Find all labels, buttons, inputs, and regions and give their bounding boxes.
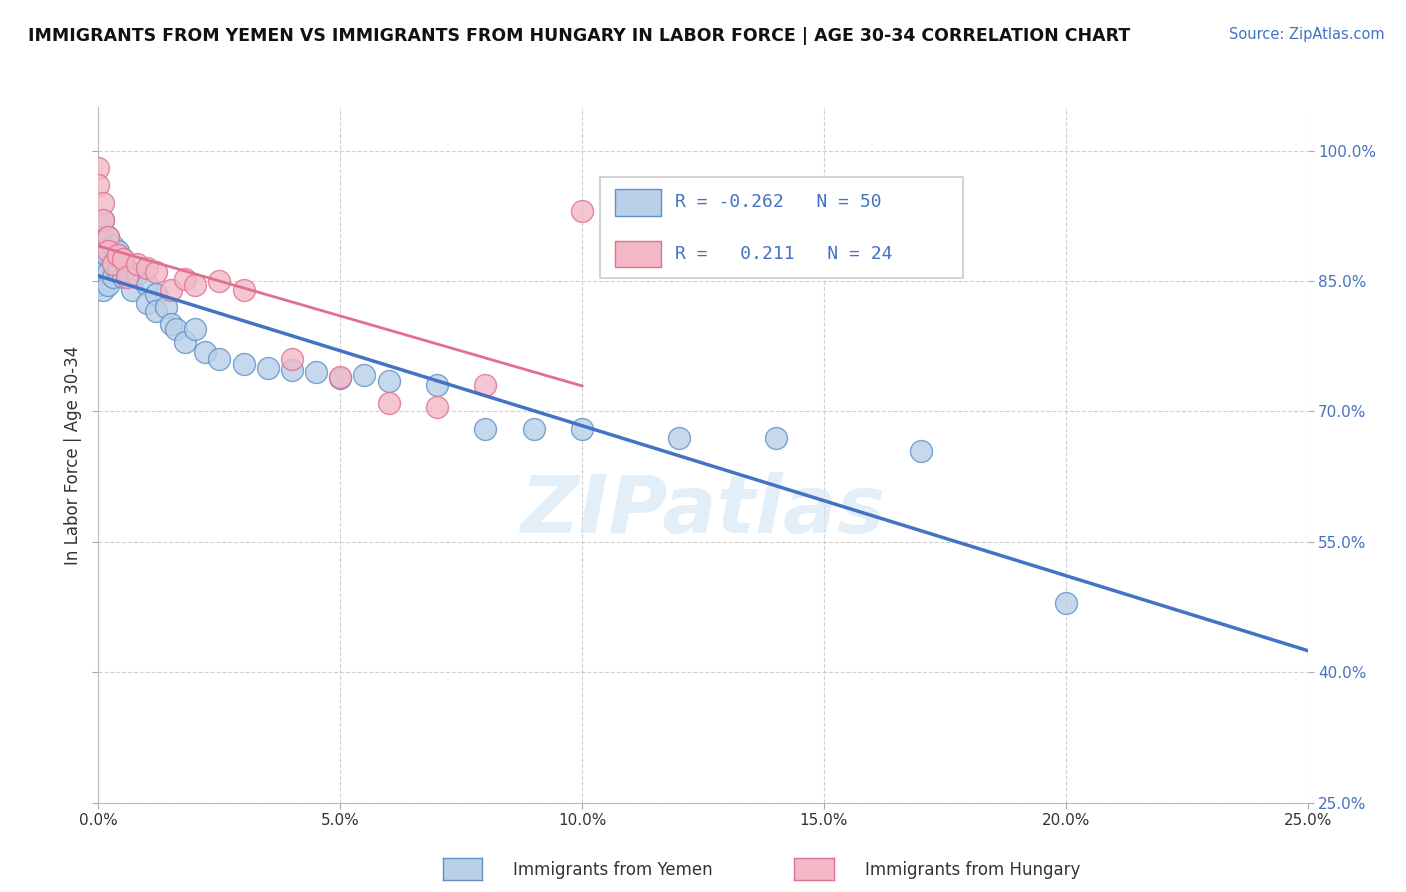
Text: Immigrants from Yemen: Immigrants from Yemen [492,861,713,879]
Point [101,269,124,284]
Point [101,239,124,253]
Point [101,257,124,271]
Point [160,283,183,297]
Point [232,283,254,297]
Point [91,213,114,227]
Point [910,443,932,458]
Point [87,257,110,271]
Point [87,235,110,249]
Point [1054,596,1077,610]
Point [91,230,114,244]
Point [111,269,134,284]
Point [426,400,449,414]
Point [97,250,120,264]
Text: R = -0.262   N = 50: R = -0.262 N = 50 [675,194,882,211]
Point [101,255,124,269]
Point [474,378,496,392]
Text: IMMIGRANTS FROM YEMEN VS IMMIGRANTS FROM HUNGARY IN LABOR FORCE | AGE 30-34 CORR: IMMIGRANTS FROM YEMEN VS IMMIGRANTS FROM… [28,27,1130,45]
Point [111,252,134,267]
Point [127,267,149,281]
Text: ZIPatlas: ZIPatlas [520,472,886,549]
Point [329,369,352,384]
Point [145,304,167,318]
Point [91,213,114,227]
Point [571,422,593,436]
Point [571,204,593,219]
Point [97,265,120,279]
Bar [614,241,661,267]
Point [127,257,149,271]
Point [353,368,375,382]
Point [145,265,167,279]
FancyBboxPatch shape [600,177,963,277]
Point [91,283,114,297]
Point [87,278,110,293]
Point [135,260,157,275]
Point [97,230,120,244]
Point [107,244,129,258]
Point [377,374,399,388]
Point [377,396,399,410]
Point [184,322,207,336]
Bar [614,189,661,216]
Point [135,295,157,310]
Point [87,161,110,175]
Text: R =   0.211   N = 24: R = 0.211 N = 24 [675,244,893,263]
Point [281,362,304,376]
Point [121,283,143,297]
Point [256,360,278,375]
Point [145,287,167,301]
Text: Source: ZipAtlas.com: Source: ZipAtlas.com [1229,27,1385,42]
Point [474,422,496,436]
Point [329,371,352,385]
Point [208,274,231,288]
Point [117,269,139,284]
Point [97,230,120,244]
Point [97,244,120,258]
Y-axis label: In Labor Force | Age 30-34: In Labor Force | Age 30-34 [63,345,82,565]
Point [281,352,304,367]
Point [668,430,690,444]
Point [155,300,177,314]
Point [232,357,254,371]
Point [111,252,134,267]
Point [87,178,110,193]
Point [160,318,183,332]
Point [305,365,328,379]
Point [765,430,787,444]
Point [165,322,187,336]
Point [87,250,110,264]
Point [194,345,217,359]
Point [91,265,114,279]
Point [184,278,207,293]
Point [91,250,114,264]
Point [174,272,197,286]
Point [174,334,197,349]
Point [107,248,129,262]
Point [426,378,449,392]
Point [87,267,110,281]
Text: Immigrants from Hungary: Immigrants from Hungary [844,861,1080,879]
Point [97,278,120,293]
Point [208,352,231,367]
Point [91,195,114,210]
Point [523,422,546,436]
Point [107,263,129,277]
Point [117,263,139,277]
Point [135,278,157,293]
